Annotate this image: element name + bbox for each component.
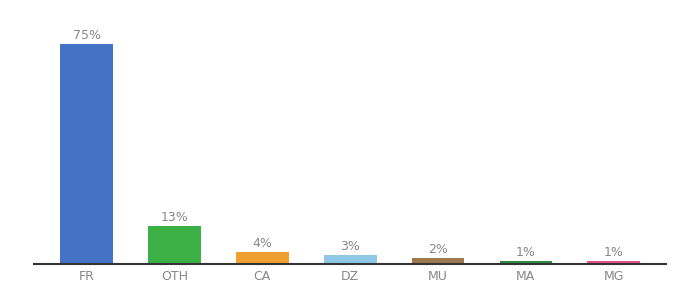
Bar	[500, 261, 552, 264]
Text: 1%: 1%	[604, 246, 624, 259]
Bar	[236, 252, 289, 264]
Text: 75%: 75%	[73, 29, 101, 42]
Text: 1%: 1%	[516, 246, 536, 259]
Bar	[324, 255, 377, 264]
Text: 2%: 2%	[428, 243, 448, 256]
Bar	[588, 261, 640, 264]
Bar	[148, 226, 201, 264]
Text: 13%: 13%	[160, 211, 188, 224]
Text: 4%: 4%	[252, 237, 272, 250]
Bar	[61, 44, 113, 264]
Bar	[411, 258, 464, 264]
Text: 3%: 3%	[340, 240, 360, 253]
